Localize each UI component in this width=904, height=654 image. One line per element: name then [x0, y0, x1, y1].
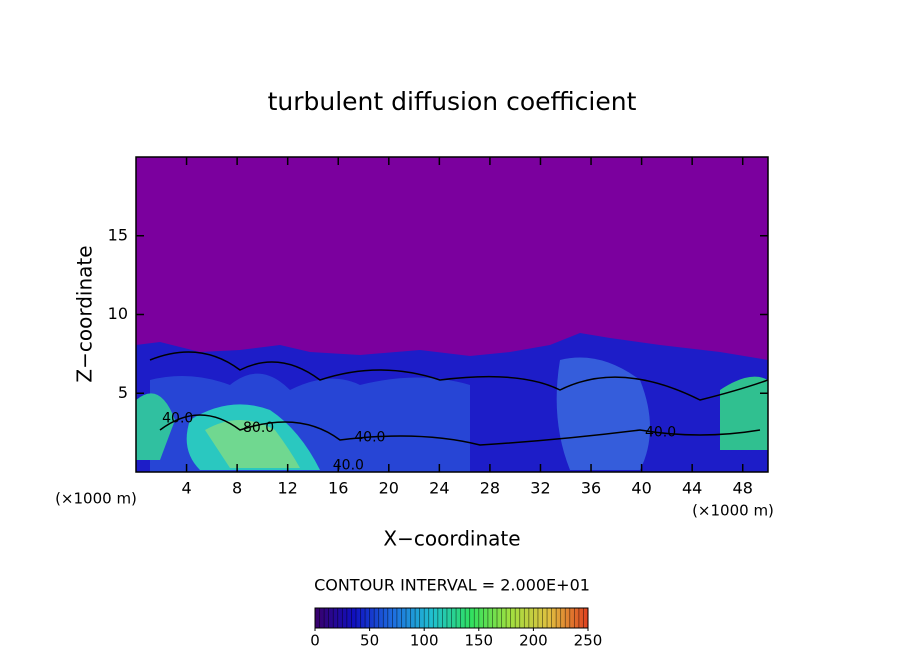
field-region: [556, 357, 650, 470]
field-region: [205, 420, 300, 468]
field: [136, 157, 768, 472]
x-tick-label: 32: [530, 479, 550, 498]
x-tick-label: 4: [181, 479, 191, 498]
contour-interval: CONTOUR INTERVAL = 2.000E+01: [314, 576, 590, 595]
colorbar-tick-label: 100: [410, 632, 439, 650]
field-region: [136, 393, 175, 460]
x-unit: (×1000 m): [55, 490, 137, 508]
contour-line: [149, 351, 768, 401]
contour-label: 80.0: [243, 420, 274, 436]
x-tick-label: 40: [631, 479, 651, 498]
x-tick-label: 44: [682, 479, 702, 498]
y-tick-label: 15: [108, 225, 128, 244]
x-axis-label: X−coordinate: [383, 527, 520, 551]
contour-line: [159, 414, 761, 446]
x-unit: (×1000 m): [692, 502, 774, 520]
x-tick-label: 24: [429, 479, 449, 498]
chart-title: turbulent diffusion coefficient: [268, 87, 637, 116]
colorbar-tick-label: 250: [574, 632, 603, 650]
contour-label: 40.0: [645, 425, 676, 441]
colorbar-tick-label: 50: [360, 632, 379, 650]
x-tick-label: 16: [328, 479, 348, 498]
x-tick-label: 20: [379, 479, 399, 498]
contour-label: 40.0: [354, 429, 385, 445]
x-tick-label: 8: [232, 479, 242, 498]
contour-label: 40.0: [162, 410, 193, 426]
field-region: [720, 376, 768, 450]
x-tick-label: 12: [278, 479, 298, 498]
y-axis-label: Z−coordinate: [73, 245, 97, 382]
x-tick-label: 48: [733, 479, 753, 498]
x-tick-label: 36: [581, 479, 601, 498]
y-tick-label: 5: [118, 383, 128, 402]
y-tick-label: 10: [108, 304, 128, 323]
colorbar-tick-label: 150: [464, 632, 493, 650]
colorbar-tick-label: 0: [310, 632, 320, 650]
x-tick-label: 28: [480, 479, 500, 498]
colorbar-tick-label: 200: [519, 632, 548, 650]
contour-label: 40.0: [333, 458, 364, 474]
